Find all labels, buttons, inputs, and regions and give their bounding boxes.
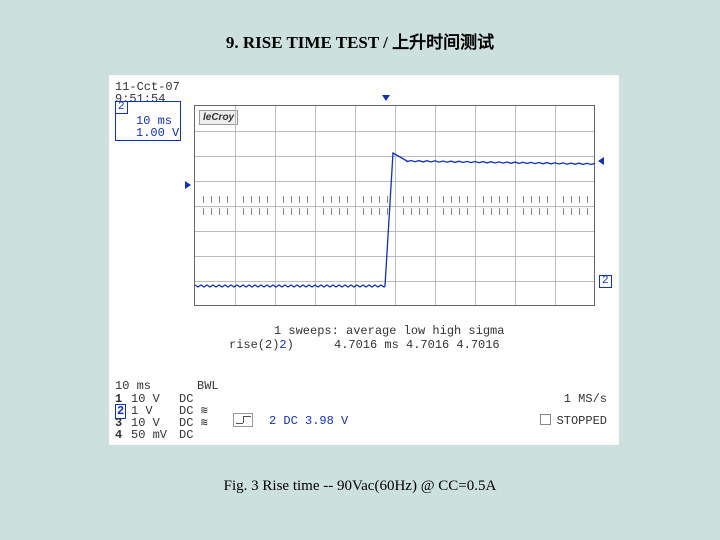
sample-rate: 1 MS/s: [564, 393, 607, 406]
channel-marker: 2: [599, 275, 612, 288]
section-title: 9. RISE TIME TEST / 上升时间测试: [0, 28, 720, 53]
channel-coupling: DC: [179, 429, 193, 442]
channel-vdiv: 50 mV: [131, 429, 167, 442]
trigger-mode-box: [233, 413, 253, 427]
trigger-level: 2 DC 3.98 V: [269, 415, 348, 428]
status-box-icon: [540, 414, 551, 425]
bottom-mode: BWL: [197, 380, 219, 393]
rise-values: 4.7016 ms 4.7016 4.7016: [334, 339, 500, 352]
figure-caption: Fig. 3 Rise time -- 90Vac(60Hz) @ CC=0.5…: [0, 478, 720, 495]
vdiv-label: 1.00 V: [136, 127, 179, 140]
channel-number: 4: [115, 429, 122, 442]
trigger-marker-left-icon: [185, 181, 191, 189]
stats-header: 1 sweeps: average low high sigma: [274, 325, 504, 338]
oscilloscope-screenshot: 11-Cct-07 9:51:54 2 10 ms 1.00 V leCroy …: [109, 75, 619, 445]
trigger-marker-top-icon: [382, 95, 390, 101]
waveform-plot: leCroy: [194, 105, 595, 306]
channel-info-box: 2 10 ms 1.00 V: [115, 101, 181, 141]
channel-badge: 2: [115, 101, 128, 114]
status-label: STOPPED: [557, 415, 607, 428]
trigger-marker-right-icon: [598, 157, 604, 165]
rise-label: rise(2)2): [229, 339, 294, 352]
